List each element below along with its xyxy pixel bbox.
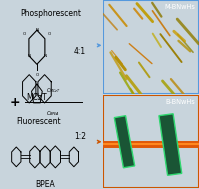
Text: Fluorescent: Fluorescent bbox=[17, 117, 61, 126]
Text: M-BNwHs: M-BNwHs bbox=[164, 4, 195, 10]
Text: $C_{MCzT}$: $C_{MCzT}$ bbox=[46, 87, 61, 95]
Text: $C_{BPEA}$: $C_{BPEA}$ bbox=[46, 109, 60, 118]
Text: N: N bbox=[35, 28, 39, 32]
Text: N: N bbox=[27, 54, 30, 58]
Text: N: N bbox=[35, 92, 39, 97]
Text: N: N bbox=[43, 54, 47, 58]
Text: BPEA: BPEA bbox=[35, 180, 55, 189]
Text: +: + bbox=[10, 96, 21, 108]
Text: O: O bbox=[35, 73, 39, 77]
Text: Phosphorescent: Phosphorescent bbox=[21, 9, 82, 19]
Text: MCzT: MCzT bbox=[27, 93, 47, 102]
Text: O: O bbox=[48, 32, 51, 36]
Text: 4:1: 4:1 bbox=[74, 46, 86, 56]
Text: 1:2: 1:2 bbox=[74, 132, 86, 141]
Text: O: O bbox=[22, 32, 26, 36]
Text: B-BNwHs: B-BNwHs bbox=[165, 99, 195, 105]
Polygon shape bbox=[114, 116, 135, 168]
Polygon shape bbox=[159, 114, 182, 175]
